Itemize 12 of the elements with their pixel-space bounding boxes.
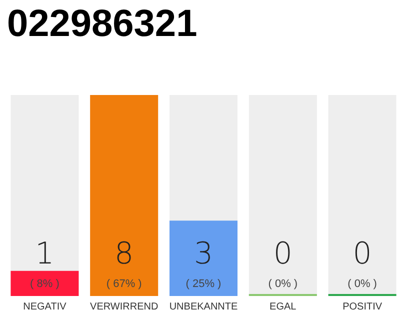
data-label: 8 ( 67% ): [106, 236, 142, 290]
x-tick-label: UNBEKANNTE: [169, 302, 238, 312]
data-label: 0 ( 0% ): [348, 236, 377, 290]
x-tick-label: EGAL: [270, 302, 297, 312]
x-tick-label: VERWIRREND: [90, 302, 158, 312]
x-tick-label: NEGATIV: [23, 302, 67, 312]
chart-title: 022986321: [7, 3, 198, 45]
data-label: 1 ( 8% ): [30, 236, 60, 290]
data-label: 0 ( 0% ): [268, 236, 298, 290]
x-tick-label: POSITIV: [342, 302, 382, 312]
bar: [10, 270, 79, 296]
data-label: 3 ( 25% ): [186, 236, 222, 290]
